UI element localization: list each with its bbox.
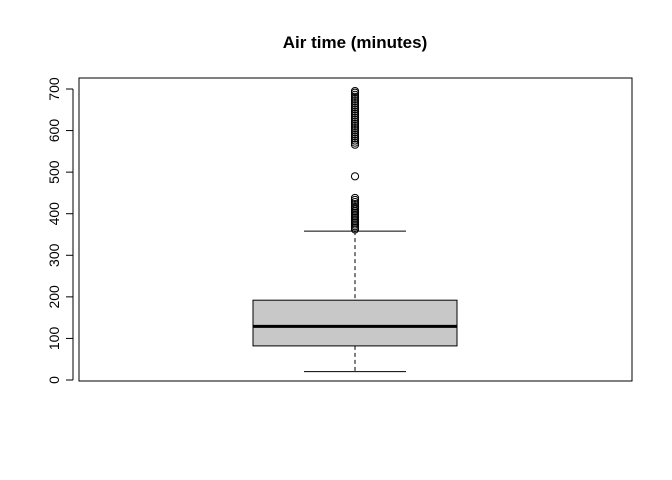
- outlier-point: [350, 197, 360, 207]
- outlier-point: [350, 126, 360, 135]
- outlier-point: [350, 99, 360, 108]
- outlier-point: [350, 195, 360, 205]
- outlier-point: [350, 90, 360, 99]
- y-tick-label: 600: [46, 119, 62, 143]
- outlier-point: [350, 109, 360, 118]
- outlier-point: [350, 136, 360, 145]
- outlier-point: [350, 119, 360, 129]
- y-axis: 0 100 200 300 400 500 600 700: [46, 77, 74, 384]
- outlier-point: [350, 115, 360, 124]
- outlier-point: [350, 92, 360, 101]
- iqr-box: [252, 299, 458, 347]
- outlier-point: [350, 101, 360, 110]
- outlier-point: [350, 96, 360, 106]
- outlier-point: [350, 105, 360, 114]
- outlier-point: [350, 94, 360, 104]
- plot-frame: [78, 77, 633, 382]
- box-plot: [252, 230, 458, 373]
- outlier-point: [350, 138, 360, 147]
- outlier-point: [350, 202, 360, 211]
- outlier-point: [350, 130, 360, 139]
- outlier-point: [350, 172, 360, 181]
- outlier-point: [350, 111, 360, 120]
- outlier-point: [350, 128, 360, 137]
- outlier-point: [350, 134, 360, 143]
- y-tick-label: 500: [46, 160, 62, 184]
- outlier-point: [350, 113, 360, 122]
- outliers: [350, 86, 360, 234]
- y-tick-label: 700: [46, 77, 62, 101]
- outlier-point: [350, 121, 360, 131]
- y-tick-label: 200: [46, 285, 62, 309]
- chart-title: Air time (minutes): [283, 33, 428, 52]
- outlier-point: [350, 117, 360, 126]
- outlier-point: [350, 132, 360, 141]
- outlier-point: [350, 140, 360, 149]
- y-tick-label: 400: [46, 202, 62, 226]
- y-tick-label: 0: [46, 376, 62, 384]
- outlier-point: [350, 107, 360, 116]
- y-tick-label: 100: [46, 327, 62, 351]
- outlier-point: [350, 86, 360, 96]
- outlier-point: [350, 200, 360, 209]
- y-tick-label: 300: [46, 243, 62, 267]
- outlier-point: [350, 123, 360, 133]
- outlier-point: [350, 193, 360, 203]
- outlier-point: [350, 103, 360, 112]
